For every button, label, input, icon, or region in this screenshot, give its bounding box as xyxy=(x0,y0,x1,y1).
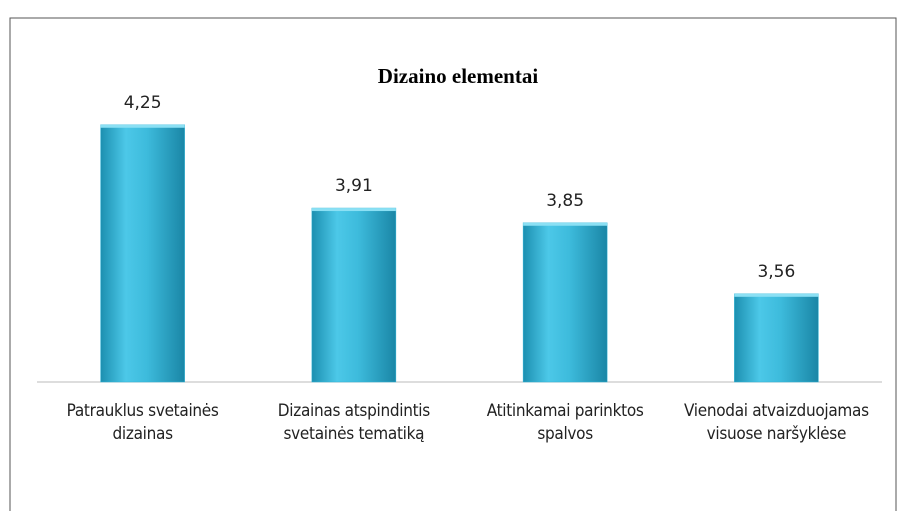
bar-top xyxy=(523,222,608,226)
value-label: 3,56 xyxy=(757,262,795,282)
bar xyxy=(734,293,819,383)
bar xyxy=(522,222,608,383)
chart-title: Dizaino elementai xyxy=(378,64,539,88)
x-tick-label: Patrauklus svetainės dizainas xyxy=(66,401,219,444)
bar-top xyxy=(311,208,396,212)
frame xyxy=(9,17,897,511)
bar xyxy=(311,207,397,383)
bar xyxy=(100,124,185,383)
x-tick-label: Vienodai atvaizduojamas visuose naršyklė… xyxy=(683,401,869,444)
value-label: 3,85 xyxy=(546,191,584,211)
x-tick-label: Dizainas atspindintis svetainės tematiką xyxy=(277,401,430,444)
bar-top xyxy=(100,124,185,128)
value-label: 3,91 xyxy=(335,176,373,196)
x-tick-label: Atitinkamai parinktos spalvos xyxy=(486,401,644,444)
value-label: 4,25 xyxy=(124,93,162,113)
bar-top xyxy=(734,293,819,297)
